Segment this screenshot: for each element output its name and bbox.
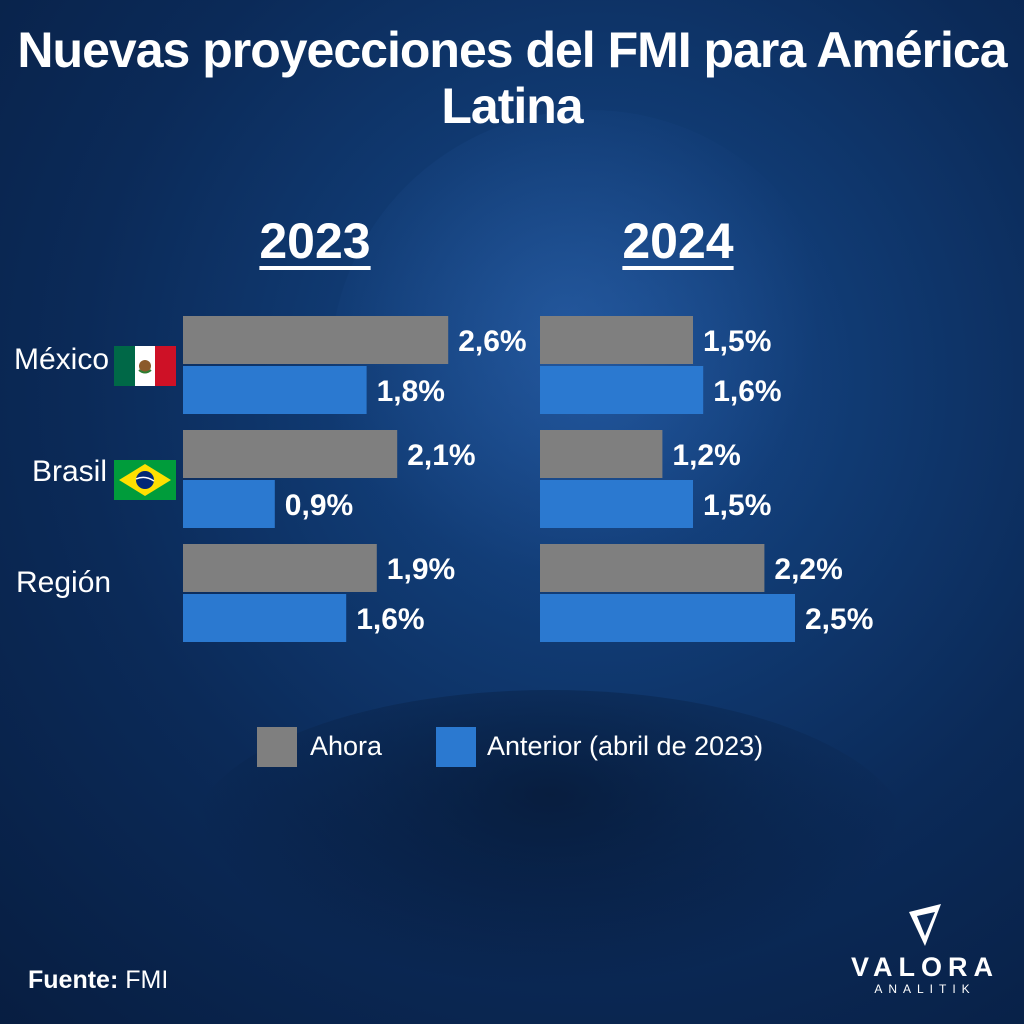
source-label: Fuente: bbox=[28, 966, 119, 994]
bar-2023-mexico-ahora bbox=[183, 316, 449, 364]
bar-2024-mexico-anterior bbox=[540, 366, 704, 414]
chart-title: Nuevas proyecciones del FMI para América… bbox=[17, 22, 1007, 134]
bar-2023-mexico-anterior bbox=[183, 366, 367, 414]
brand-subname: ANALITIK bbox=[874, 982, 976, 996]
data-label-2024-brasil-ahora: 1,2% bbox=[672, 439, 740, 472]
mexico-flag-icon bbox=[114, 346, 176, 386]
bar-2023-region-ahora bbox=[183, 544, 377, 592]
bar-2024-brasil-ahora bbox=[540, 430, 663, 478]
data-label-2023-region-anterior: 1,6% bbox=[356, 603, 424, 636]
data-label-2024-mexico-ahora: 1,5% bbox=[703, 325, 771, 358]
brand-logo: VALORA ANALITIK bbox=[850, 902, 1000, 1002]
data-label-2024-mexico-anterior: 1,6% bbox=[713, 375, 781, 408]
bar-2023-region-anterior bbox=[183, 594, 347, 642]
bar-2024-region-ahora bbox=[540, 544, 765, 592]
bar-2024-region-anterior bbox=[540, 594, 795, 642]
source-note: Fuente: FMI bbox=[28, 966, 168, 995]
category-label-brasil: Brasil bbox=[32, 455, 108, 488]
panel-title-2023: 2023 bbox=[259, 213, 371, 269]
data-label-2024-region-ahora: 2,2% bbox=[774, 553, 842, 586]
data-label-2024-brasil-anterior: 1,5% bbox=[703, 489, 771, 522]
brazil-flag-icon bbox=[114, 460, 176, 500]
panel-title-2024: 2024 bbox=[622, 213, 734, 269]
source-value: FMI bbox=[125, 966, 169, 994]
data-label-2023-mexico-anterior: 1,8% bbox=[377, 375, 445, 408]
category-label-mexico: México bbox=[14, 343, 110, 376]
data-label-2023-region-ahora: 1,9% bbox=[387, 553, 455, 586]
data-label-2023-mexico-ahora: 2,6% bbox=[458, 325, 526, 358]
valora-logo-icon bbox=[909, 904, 941, 946]
data-label-2023-brasil-ahora: 2,1% bbox=[407, 439, 475, 472]
legend-swatch-anterior bbox=[436, 727, 476, 767]
brand-name: VALORA bbox=[851, 952, 999, 982]
legend-swatch-ahora bbox=[257, 727, 297, 767]
data-label-2024-region-anterior: 2,5% bbox=[805, 603, 873, 636]
legend-label-ahora: Ahora bbox=[310, 731, 383, 761]
bar-2024-brasil-anterior bbox=[540, 480, 693, 528]
data-label-2023-brasil-anterior: 0,9% bbox=[285, 489, 353, 522]
hand-silhouette-icon bbox=[190, 690, 910, 990]
bar-2023-brasil-anterior bbox=[183, 480, 275, 528]
bar-2024-mexico-ahora bbox=[540, 316, 693, 364]
category-label-region: Región bbox=[16, 566, 112, 599]
bar-2023-brasil-ahora bbox=[183, 430, 398, 478]
legend-label-anterior: Anterior (abril de 2023) bbox=[487, 731, 764, 761]
